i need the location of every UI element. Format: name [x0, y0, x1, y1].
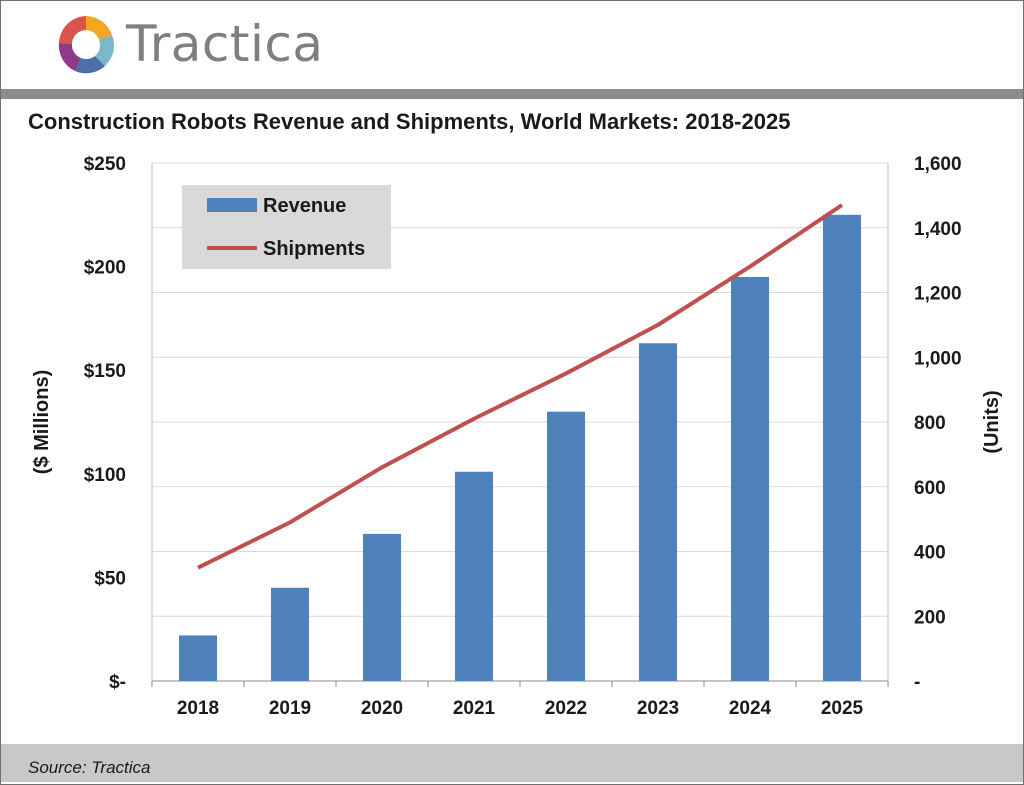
- x-tick-label: 2023: [637, 698, 679, 719]
- y-right-tick-label: -: [914, 672, 920, 693]
- legend-revenue-label: Revenue: [263, 195, 346, 217]
- chart-title: Construction Robots Revenue and Shipment…: [28, 109, 791, 134]
- y-right-axis-title: (Units): [981, 390, 1003, 453]
- header: Tractica: [1, 1, 1023, 89]
- x-tick-label: 2021: [453, 698, 496, 719]
- y-right-tick-label: 1,000: [914, 348, 962, 369]
- revenue-bar: [271, 587, 309, 681]
- legend-shipments-label: Shipments: [263, 238, 365, 260]
- revenue-bar: [363, 533, 401, 681]
- x-tick-label: 2018: [177, 698, 219, 719]
- y-left-tick-label: $50: [94, 568, 126, 589]
- x-tick-label: 2025: [821, 698, 864, 719]
- y-left-tick-label: $100: [84, 465, 126, 486]
- revenue-bar: [731, 276, 769, 681]
- x-tick-label: 2022: [545, 698, 587, 719]
- x-tick-label: 2024: [729, 698, 772, 719]
- revenue-bar: [639, 343, 677, 681]
- y-left-axis-title: ($ Millions): [31, 370, 53, 474]
- y-right-tick-label: 1,400: [914, 219, 962, 240]
- x-tick-label: 2019: [269, 698, 311, 719]
- y-right-tick-label: 800: [914, 413, 946, 434]
- y-left-tick-label: $-: [109, 672, 126, 693]
- y-left-tick-label: $200: [84, 258, 126, 279]
- tractica-logo-icon: [58, 16, 115, 74]
- header-divider: [1, 89, 1023, 99]
- y-right-tick-label: 1,200: [914, 284, 962, 305]
- y-left-tick-label: $150: [84, 361, 126, 382]
- revenue-bar: [547, 411, 585, 681]
- revenue-bar: [823, 214, 861, 682]
- revenue-bar: [179, 635, 217, 681]
- footer-bar: [1, 744, 1023, 782]
- shipments-line: [197, 203, 844, 570]
- y-left-tick-label: $250: [84, 154, 126, 175]
- combo-chart: $- $50 $100 $150 $200 $250 - 200 400 600 800 1,000 1…: [31, 154, 1003, 719]
- y-right-tick-label: 200: [914, 607, 946, 628]
- y-right-tick-label: 1,600: [914, 154, 962, 175]
- y-right-tick-label: 400: [914, 543, 946, 564]
- x-tick-label: 2020: [361, 698, 403, 719]
- source-note: Source: Tractica: [28, 758, 151, 777]
- revenue-bar: [455, 471, 493, 681]
- y-right-tick-label: 600: [914, 478, 946, 499]
- legend-revenue-swatch: [207, 198, 257, 212]
- brand-name: Tractica: [126, 15, 324, 73]
